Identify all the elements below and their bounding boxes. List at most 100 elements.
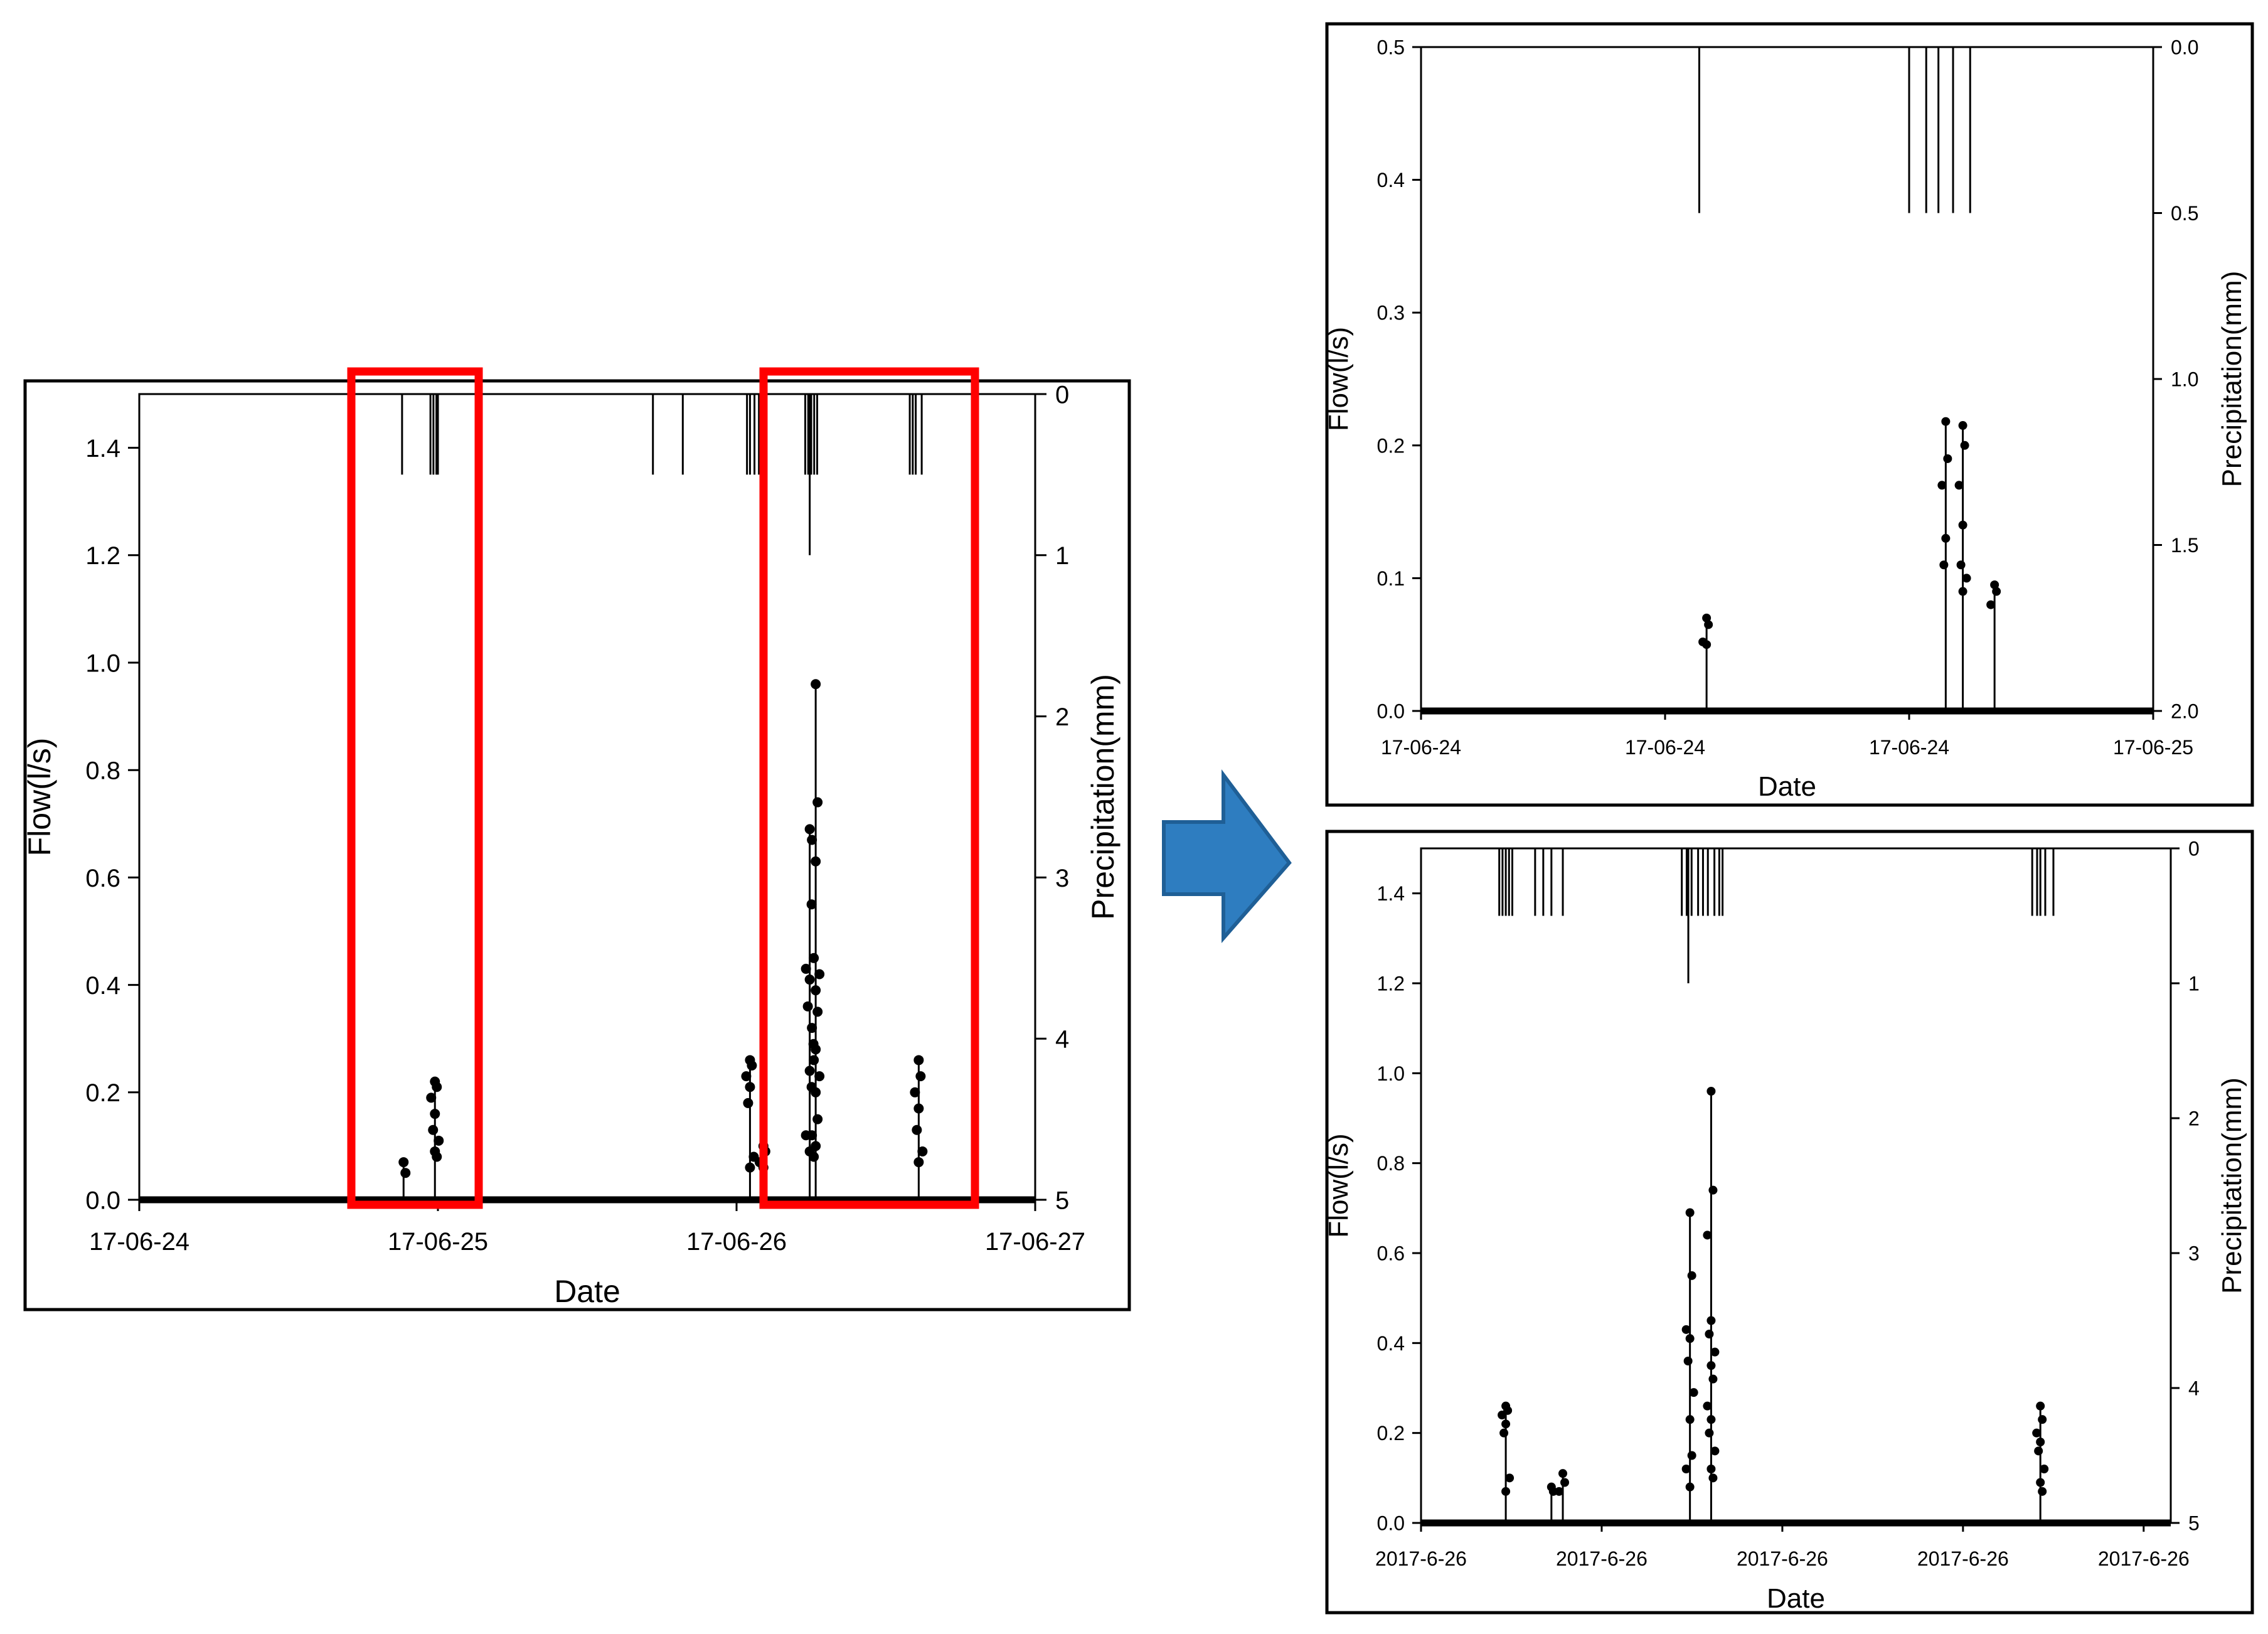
flow-point	[802, 1001, 813, 1012]
flow-point	[913, 1055, 924, 1065]
y-tick-label: 0.8	[1377, 1152, 1405, 1175]
y2-tick-label: 5	[1055, 1187, 1069, 1214]
flow-point	[432, 1082, 442, 1092]
flow-point	[809, 1151, 819, 1162]
zoom1-chart-frame	[1325, 22, 2254, 807]
flow-point	[1685, 1415, 1695, 1424]
flow-point	[2036, 1478, 2045, 1487]
flow-point	[1560, 1478, 1570, 1487]
flow-point	[1501, 1487, 1511, 1496]
y2-tick-label: 2.0	[2171, 700, 2198, 723]
flow-point	[1939, 560, 1949, 570]
flow-point	[1962, 574, 1971, 583]
x-tick-label: 17-06-25	[388, 1228, 488, 1256]
flow-point	[1501, 1419, 1511, 1429]
flow-point	[2038, 1415, 2047, 1424]
y-tick-label: 0.6	[85, 865, 120, 892]
flow-point	[1990, 580, 1999, 589]
flow-point	[745, 1162, 755, 1173]
y2-tick-label: 0.5	[2171, 202, 2198, 225]
flow-point	[430, 1109, 440, 1119]
y-axis-title: Flow(l/s)	[1323, 327, 1354, 431]
flow-point	[804, 975, 815, 985]
y-tick-label: 0.4	[1377, 169, 1405, 191]
y2-axis-title: Precipitation(mm)	[2217, 1077, 2247, 1294]
y2-tick-label: 2	[2188, 1108, 2200, 1130]
flow-point	[743, 1097, 753, 1108]
x-tick-label: 2017-6-26	[1375, 1547, 1467, 1570]
zoom1-chart: 0.0 0.1 0.2 0.3 0.4 0.5 0.0 0.5 1.0 1.5 2.0 17-06-2…	[1323, 36, 2247, 802]
y2-tick-label: 0.0	[2171, 36, 2198, 59]
flow-point	[1706, 1415, 1716, 1424]
y2-tick-label: 0	[1055, 381, 1069, 408]
flow-point	[811, 1141, 821, 1151]
y2-tick-label: 1	[1055, 542, 1069, 570]
y-tick-label: 0.4	[85, 972, 120, 1000]
y-tick-label: 0.3	[1377, 302, 1405, 324]
flow-point	[1689, 1388, 1698, 1397]
y2-tick-label: 2	[1055, 703, 1069, 731]
flow-point	[1706, 1087, 1716, 1096]
zoom2-chart: 0.0 0.2 0.4 0.6 0.8 1.0 1.2 1.4 0 1 2 3 4 5 2017-6-26 2…	[1323, 838, 2247, 1614]
y2-tick-label: 5	[2188, 1512, 2200, 1535]
right-arrow-icon	[1162, 769, 1292, 943]
y-tick-label: 0.0	[1377, 700, 1405, 723]
flow-point	[917, 1146, 928, 1156]
flow-point	[807, 1023, 817, 1033]
y2-axis-title: Precipitation(mm)	[1085, 674, 1121, 920]
flow-point	[1703, 1401, 1712, 1411]
main-chart: 0.0 0.2 0.4 0.6 0.8 1.0 1.2 1.4 0 1 2 3 4 5 17-06-24 17…	[22, 381, 1121, 1309]
flow-point	[1681, 1465, 1691, 1473]
flow-point	[1954, 481, 1964, 490]
y2-tick-label: 3	[1055, 865, 1069, 892]
x-tick-label: 2017-6-26	[1556, 1547, 1648, 1570]
x-tick-label: 17-06-24	[1625, 736, 1705, 759]
x-tick-label: 2017-6-26	[2098, 1547, 2190, 1570]
flow-point	[1710, 1446, 1720, 1456]
flow-point	[1937, 481, 1947, 490]
x-tick-label: 2017-6-26	[1917, 1547, 2009, 1570]
zoom2-chart-frame	[1325, 830, 2254, 1615]
flow-point	[1941, 417, 1951, 426]
flow-point	[1705, 1428, 1714, 1438]
x-axis-title: Date	[1767, 1583, 1825, 1614]
flow-point	[2034, 1446, 2043, 1456]
flow-point	[428, 1124, 439, 1135]
flow-point	[1958, 520, 1967, 530]
flow-point	[1685, 1482, 1695, 1492]
flow-point	[912, 1124, 922, 1135]
flow-point	[432, 1151, 442, 1162]
flow-point	[1687, 1271, 1696, 1280]
x-axis-title: Date	[554, 1274, 620, 1309]
flow-point	[1958, 421, 1967, 430]
flow-point	[811, 856, 821, 867]
main-chart-frame	[23, 379, 1131, 1311]
flow-point	[426, 1092, 437, 1103]
flow-point	[1702, 640, 1712, 649]
flow-point	[913, 1157, 924, 1168]
flow-point	[814, 1071, 825, 1082]
y-tick-label: 0.0	[1377, 1512, 1405, 1535]
y2-tick-label: 3	[2188, 1242, 2200, 1265]
flow-point	[1687, 1451, 1696, 1460]
flow-point	[806, 899, 817, 910]
flow-point	[812, 797, 823, 808]
flow-point	[1703, 1231, 1712, 1240]
x-tick-label: 2017-6-26	[1737, 1547, 1828, 1570]
flow-point	[1956, 560, 1966, 570]
flow-point	[434, 1135, 444, 1146]
flow-point	[913, 1103, 924, 1114]
flow-point	[1706, 1465, 1716, 1473]
flow-point	[1706, 1361, 1716, 1370]
y-axis-title: Flow(l/s)	[1323, 1133, 1354, 1237]
flow-point	[1704, 620, 1713, 629]
flow-point	[1708, 1185, 1718, 1195]
flow-point	[811, 679, 821, 690]
y2-axis-title: Precipitation(mm)	[2217, 271, 2247, 488]
y-tick-label: 0.1	[1377, 567, 1405, 590]
x-tick-label: 17-06-24	[1381, 736, 1461, 759]
x-tick-label: 17-06-27	[985, 1228, 1085, 1256]
flow-point	[1708, 1374, 1718, 1384]
x-tick-label: 17-06-24	[89, 1228, 189, 1256]
